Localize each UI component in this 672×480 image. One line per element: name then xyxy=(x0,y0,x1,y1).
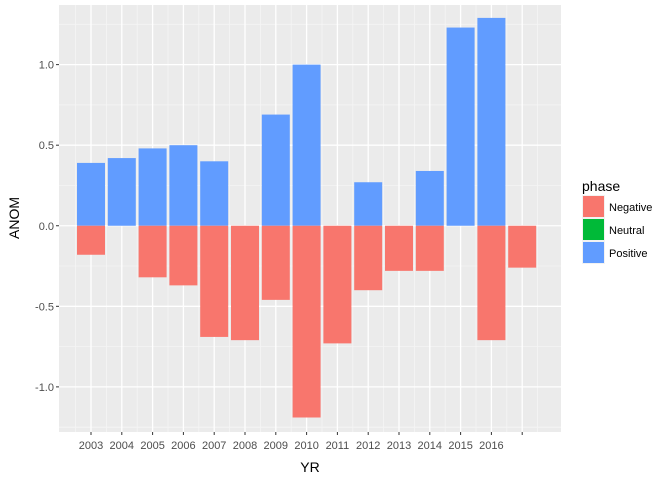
bar-positive-2012 xyxy=(354,182,383,226)
bar-negative-2009 xyxy=(261,225,290,300)
x-tick-label: 2016 xyxy=(479,440,503,452)
bar-negative-2013 xyxy=(385,225,413,271)
y-axis-title: ANOM xyxy=(6,197,22,239)
bar-positive-2003 xyxy=(77,162,105,226)
bar-positive-2015 xyxy=(446,27,475,226)
bar-positive-2007 xyxy=(200,161,229,226)
y-axis: -1.0 -0.5 0.0 0.5 1.0 xyxy=(35,60,59,394)
bar-positive-2014 xyxy=(415,170,444,226)
x-axis-title: YR xyxy=(300,459,319,475)
legend: phase Negative Neutral Positive xyxy=(582,178,652,264)
x-tick-label: 2003 xyxy=(79,440,103,452)
y-tick-label: 0.5 xyxy=(39,140,54,152)
bar-positive-2009 xyxy=(261,114,290,226)
bar-positive-2005 xyxy=(138,148,167,226)
legend-key-positive xyxy=(583,242,604,263)
bar-negative-2006 xyxy=(169,225,198,286)
bar-positive-2010 xyxy=(292,64,321,226)
bar-negative-2011 xyxy=(323,225,352,344)
x-tick-label: 2005 xyxy=(140,440,164,452)
legend-label-negative: Negative xyxy=(609,202,652,214)
legend-label-positive: Positive xyxy=(609,248,648,260)
bar-negative-extra xyxy=(508,225,537,268)
bar-negative-2012 xyxy=(354,225,383,291)
bars xyxy=(77,17,537,418)
x-tick-label: 2004 xyxy=(110,440,134,452)
x-tick-label: 2007 xyxy=(202,440,226,452)
bar-negative-2008 xyxy=(231,225,259,341)
bar-negative-2003 xyxy=(77,225,105,255)
bar-positive-2004 xyxy=(107,158,136,226)
x-tick-label: 2010 xyxy=(294,440,318,452)
legend-label-neutral: Neutral xyxy=(609,225,644,237)
x-axis: 2003 2004 2005 2006 2007 2008 2009 2010 2011 2012… xyxy=(79,432,523,452)
y-tick-label: 0.0 xyxy=(39,221,54,233)
y-tick-label: 1.0 xyxy=(39,60,54,72)
bar-negative-2005 xyxy=(138,225,167,278)
x-tick-label: 2013 xyxy=(387,440,411,452)
x-tick-label: 2008 xyxy=(233,440,257,452)
x-tick-label: 2012 xyxy=(356,440,380,452)
bar-positive-2016 xyxy=(477,17,506,226)
x-tick-label: 2015 xyxy=(448,440,472,452)
bar-negative-2007 xyxy=(200,225,229,337)
legend-key-negative xyxy=(583,196,604,217)
x-tick-label: 2011 xyxy=(326,440,350,452)
y-tick-label: -1.0 xyxy=(35,382,54,394)
bar-negative-2014 xyxy=(415,225,444,271)
bar-negative-2016 xyxy=(477,225,506,341)
legend-title: phase xyxy=(582,178,620,194)
x-tick-label: 2006 xyxy=(171,440,195,452)
x-tick-label: 2009 xyxy=(264,440,288,452)
y-tick-label: -0.5 xyxy=(35,301,54,313)
x-tick-label: 2014 xyxy=(418,440,442,452)
bar-positive-2006 xyxy=(169,145,198,226)
legend-key-neutral xyxy=(583,219,604,240)
bar-negative-2010 xyxy=(292,225,321,418)
